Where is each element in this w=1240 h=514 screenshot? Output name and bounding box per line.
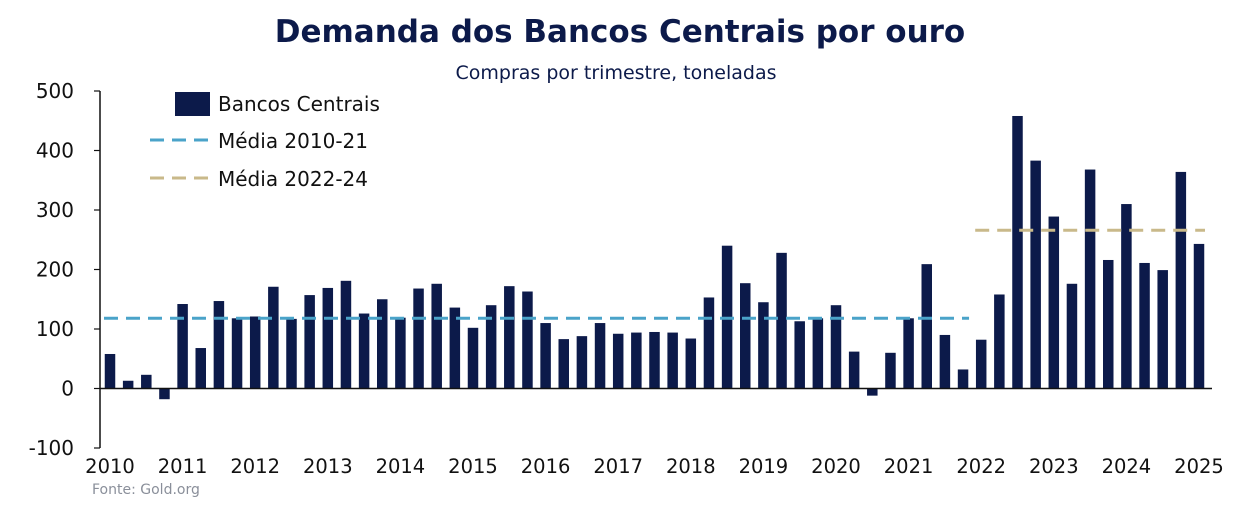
- bar: [558, 339, 569, 389]
- bar: [540, 323, 551, 389]
- bar: [576, 336, 588, 389]
- bar: [903, 318, 914, 389]
- bar: [594, 323, 606, 389]
- bar: [1175, 171, 1187, 389]
- bar: [395, 317, 406, 389]
- x-tick-label: 2013: [303, 455, 353, 478]
- bar: [159, 388, 170, 400]
- bar: [649, 331, 660, 389]
- legend-label-media-2010-21: Média 2010-21: [218, 129, 368, 153]
- source-note: Fonte: Gold.org: [92, 482, 200, 498]
- legend-label-bancos-centrais: Bancos Centrais: [218, 92, 380, 116]
- bar: [939, 334, 951, 389]
- bar: [975, 339, 987, 389]
- y-tick-label: 100: [36, 317, 74, 341]
- bar: [304, 295, 315, 389]
- x-tick-label: 2023: [1029, 455, 1079, 478]
- bar: [322, 287, 334, 389]
- bar: [377, 299, 388, 389]
- bar: [268, 286, 279, 389]
- bar: [685, 338, 697, 389]
- bar: [885, 352, 896, 389]
- bar: [758, 302, 769, 389]
- bar: [449, 307, 461, 389]
- chart-title: Demanda dos Bancos Centrais por ouro: [274, 14, 966, 50]
- bar: [467, 327, 479, 389]
- bar: [1048, 216, 1060, 389]
- x-tick-label: 2020: [811, 455, 861, 478]
- x-tick-label: 2014: [376, 455, 426, 478]
- bar: [286, 318, 297, 389]
- bar: [177, 304, 188, 389]
- bar: [1103, 259, 1114, 389]
- bar: [431, 283, 442, 389]
- bar: [848, 351, 860, 389]
- legend: Bancos Centrais Média 2010-21 Média 2022-2…: [150, 92, 380, 191]
- bar: [1066, 283, 1078, 389]
- x-tick-label: 2025: [1174, 455, 1224, 478]
- bar: [1030, 160, 1041, 389]
- bar: [740, 283, 751, 389]
- bar: [631, 332, 642, 389]
- y-tick-label: 400: [36, 139, 74, 163]
- bar: [1121, 204, 1132, 389]
- x-tick-label: 2010: [85, 455, 135, 478]
- x-tick-label: 2017: [593, 455, 643, 478]
- bar: [231, 318, 243, 389]
- x-tick-label: 2011: [158, 455, 208, 478]
- bar: [1193, 243, 1205, 389]
- x-tick-label: 2024: [1102, 455, 1152, 478]
- x-tick-label: 2022: [956, 455, 1006, 478]
- legend-swatch-bancos-centrais: [175, 92, 210, 116]
- bar: [994, 294, 1005, 389]
- bar: [703, 297, 715, 389]
- bar: [141, 374, 152, 389]
- bar: [485, 305, 497, 389]
- axes-group: -100 0 100 200 300 400 500 2010 2011 2012 2013 2014…: [29, 79, 1224, 478]
- bar: [1084, 169, 1096, 389]
- bar: [867, 388, 878, 396]
- x-tick-label: 2015: [448, 455, 498, 478]
- bar: [1157, 270, 1168, 389]
- bar: [195, 348, 206, 389]
- bar: [213, 301, 225, 389]
- y-tick-label: 500: [36, 79, 74, 103]
- bar: [358, 313, 370, 389]
- legend-label-media-2022-24: Média 2022-24: [218, 167, 368, 191]
- bar: [1139, 262, 1150, 389]
- bar: [104, 353, 116, 389]
- x-tick-label: 2012: [230, 455, 280, 478]
- bar: [249, 316, 261, 389]
- bar: [504, 286, 515, 389]
- chart-subtitle: Compras por trimestre, toneladas: [455, 62, 777, 84]
- bar: [921, 264, 932, 389]
- bar: [776, 252, 787, 389]
- bar: [122, 380, 134, 389]
- bar: [957, 369, 969, 389]
- bar: [812, 318, 824, 389]
- bar: [340, 280, 352, 389]
- bar: [667, 332, 678, 389]
- reference-lines-group: [104, 228, 1205, 320]
- bar: [522, 291, 533, 389]
- y-tick-label: 200: [36, 258, 74, 282]
- bars-group: [104, 115, 1205, 400]
- x-tick-label: 2016: [521, 455, 571, 478]
- bar: [830, 305, 842, 389]
- y-tick-label: 300: [36, 198, 74, 222]
- x-tick-label: 2021: [884, 455, 934, 478]
- bar: [794, 321, 805, 389]
- y-tick-label: 0: [61, 377, 74, 401]
- y-tick-label: -100: [29, 436, 74, 460]
- bar: [413, 288, 424, 389]
- x-tick-label: 2019: [739, 455, 789, 478]
- x-tick-label: 2018: [666, 455, 716, 478]
- bar: [612, 333, 624, 389]
- bar: [1012, 115, 1023, 389]
